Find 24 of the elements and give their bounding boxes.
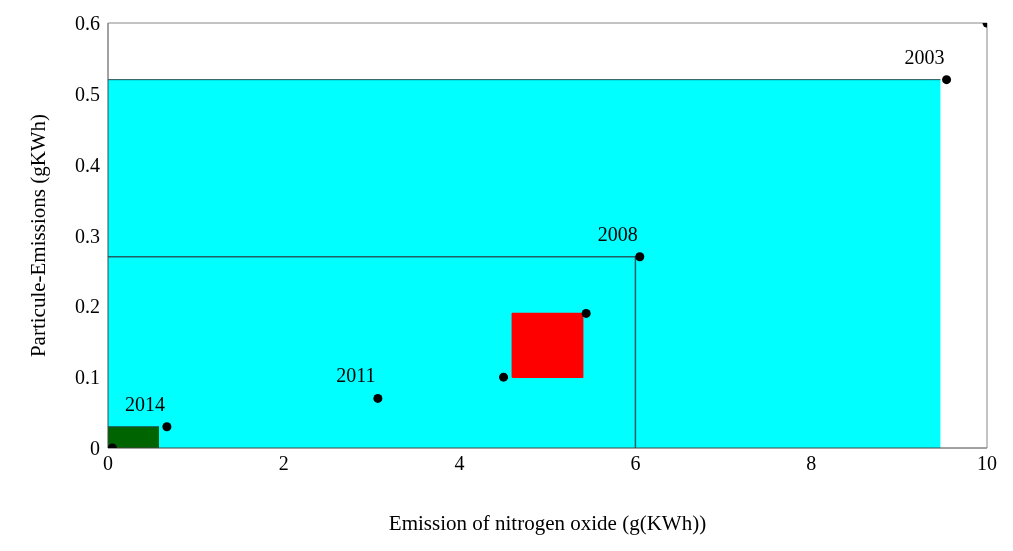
annotation: 2011 xyxy=(336,364,376,387)
y-tick-label: 0.2 xyxy=(75,295,100,318)
y-tick-label: 0.6 xyxy=(75,12,100,35)
x-tick-label: 10 xyxy=(977,452,997,475)
point xyxy=(942,75,952,85)
y-tick-label: 0.3 xyxy=(75,224,100,247)
annotation: 2003 xyxy=(904,45,945,68)
y-axis-title: Particule-Emissions (gKWh) xyxy=(26,113,51,358)
y-tick-label: 0 xyxy=(90,437,100,460)
y-tick-label: 0.4 xyxy=(75,153,100,176)
x-tick-label: 8 xyxy=(806,452,817,475)
x-tick-label: 6 xyxy=(630,452,641,475)
point xyxy=(581,308,591,318)
annotation: 2008 xyxy=(597,222,638,245)
point xyxy=(162,422,172,432)
y-tick-label: 0.5 xyxy=(75,82,100,105)
point xyxy=(499,372,509,382)
point xyxy=(635,252,645,262)
y-tick-label: 0.1 xyxy=(75,366,100,389)
point xyxy=(373,393,383,403)
annotation: 2014 xyxy=(124,392,165,415)
x-axis-title: Emission of nitrogen oxide (g(KWh)) xyxy=(388,511,707,535)
x-tick-label: 2 xyxy=(278,452,289,475)
x-tick-label: 4 xyxy=(454,452,465,475)
